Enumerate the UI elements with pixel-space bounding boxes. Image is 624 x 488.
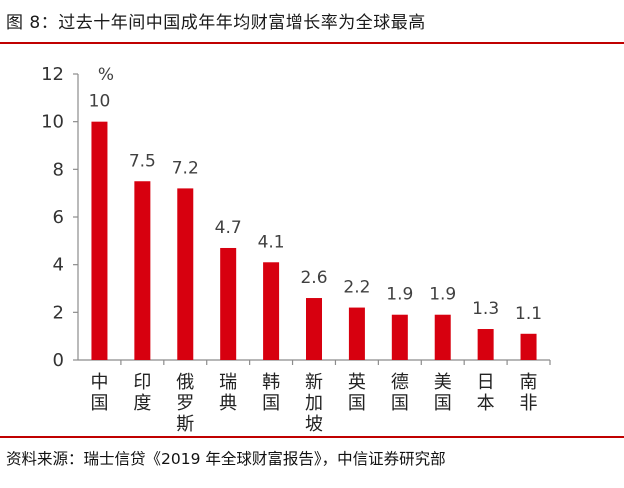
- bar-11: [520, 333, 537, 360]
- category-label-1: 中国: [90, 372, 108, 414]
- bar-7: [348, 307, 365, 360]
- y-tick-label: 10: [41, 112, 64, 133]
- source-note: 资料来源：瑞士信贷《2019 年全球财富报告》，中信证券研究部: [6, 450, 446, 468]
- data-label-2: 7.5: [129, 151, 156, 171]
- data-label-7: 2.2: [343, 278, 370, 298]
- data-label-6: 2.6: [300, 268, 327, 288]
- category-label-2: 印度: [133, 372, 151, 414]
- y-unit-label: %: [98, 65, 114, 85]
- y-tick-label: 8: [53, 159, 64, 180]
- chart-labels: % 10 中国 7.5 印度 7.2 俄罗斯 4.7 瑞典 4.1 韩国 2.6 新加坡 2.2 英国 1.9…: [89, 65, 542, 435]
- data-label-8: 1.9: [386, 285, 413, 305]
- y-tick-label: 0: [53, 350, 64, 371]
- bar-10: [477, 329, 494, 360]
- y-tick-label: 4: [53, 255, 64, 276]
- bar-4: [220, 247, 237, 360]
- category-label-8: 德国: [391, 372, 409, 414]
- data-label-3: 7.2: [172, 158, 199, 178]
- bar-5: [263, 262, 280, 360]
- source-divider: [0, 436, 624, 438]
- y-tick-label: 12: [41, 64, 64, 85]
- chart-axes: 0 2 4 6 8 10 12: [41, 64, 551, 371]
- bar-1: [91, 121, 108, 361]
- y-tick-label: 2: [53, 302, 64, 323]
- data-label-5: 4.1: [258, 232, 285, 252]
- category-label-5: 韩国: [262, 372, 280, 414]
- data-label-10: 1.3: [472, 299, 499, 319]
- data-label-1: 10: [89, 92, 111, 112]
- chart-bars: [91, 121, 537, 361]
- data-label-11: 1.1: [515, 304, 542, 324]
- bar-6: [306, 298, 322, 360]
- y-tick-label: 6: [53, 207, 64, 228]
- category-label-10: 日本: [477, 372, 495, 414]
- category-label-4: 瑞典: [219, 372, 237, 414]
- category-label-6: 新加坡: [305, 372, 323, 435]
- bar-chart: 0 2 4 6 8 10 12 % 10 中国 7.5 印度 7.2 俄罗斯 4.7 瑞典 4.1 韩国 2.6 新…: [41, 64, 551, 435]
- data-label-9: 1.9: [429, 285, 456, 305]
- category-label-11: 南非: [520, 372, 538, 414]
- bar-2: [134, 181, 151, 360]
- category-label-9: 美国: [434, 372, 452, 414]
- title-divider: [0, 42, 624, 44]
- bar-8: [391, 314, 408, 360]
- category-label-7: 英国: [348, 372, 366, 414]
- figure-title: 图 8：过去十年间中国成年年均财富增长率为全球最高: [6, 13, 426, 33]
- data-label-4: 4.7: [215, 218, 242, 238]
- bar-9: [434, 314, 451, 360]
- category-label-3: 俄罗斯: [176, 372, 194, 435]
- bar-3: [177, 188, 194, 360]
